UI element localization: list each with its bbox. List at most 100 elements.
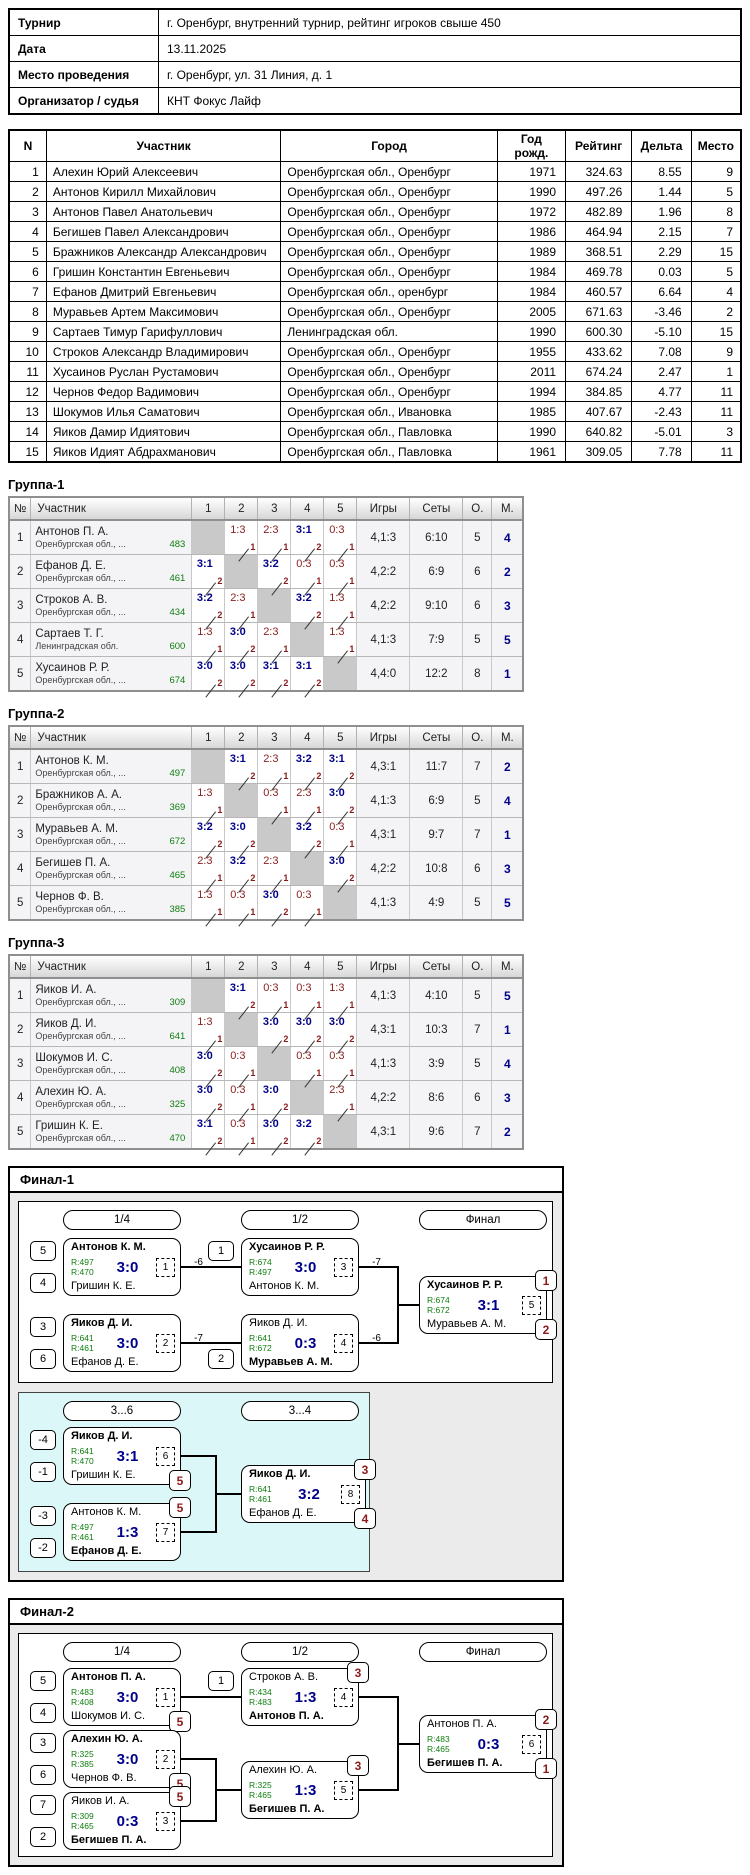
- match-points: 2: [250, 873, 256, 883]
- group-header-cell: 3: [257, 725, 292, 750]
- match-box-4: Строков А. В. R:434 R:483 1:3 4 Антонов П. А.…: [208, 1662, 369, 1726]
- self-cell: [323, 885, 358, 921]
- seed-box: 4: [30, 1703, 56, 1723]
- sets-cell: 6:10: [409, 519, 464, 555]
- sets-cell: 10:8: [409, 851, 464, 886]
- player-name-bottom: Гришин К. Е.: [71, 1280, 136, 1292]
- result-cell: 1:3 1: [323, 622, 358, 664]
- player-cell: 1990: [496, 321, 567, 342]
- result-cell: 3:1 2: [290, 656, 325, 698]
- participant-rating: 672: [169, 836, 186, 847]
- player-cell: 1984: [496, 261, 567, 282]
- player-cell: 1990: [496, 181, 567, 202]
- ratings-column: R:641 R:672: [249, 1333, 277, 1353]
- player-cell: Шокумов Илья Саматович: [45, 401, 282, 422]
- match-points: 1: [217, 805, 223, 815]
- result-cell-content: 3:0 2: [258, 887, 290, 927]
- participant-name: Яиков И. А.: [35, 984, 97, 996]
- result-cell: 3:0 2: [257, 1080, 292, 1122]
- games-cell: 4,2:2: [356, 851, 411, 886]
- match-middle-row: R:325 R:465 1:3 5: [249, 1777, 353, 1803]
- player-row: 8 Муравьев Артем Максимович Оренбургская о…: [8, 301, 742, 322]
- ratings-column: R:434 R:483: [249, 1687, 277, 1707]
- players-header-cell: Год рожд.: [496, 129, 567, 162]
- player-cell: 6: [8, 261, 47, 282]
- match-box-2: Алехин Ю. А. R:325 R:385 3:0 2 Чернов Ф. В. 3 6…: [30, 1730, 191, 1794]
- player-cell: Оренбургская обл., Оренбург: [280, 261, 498, 282]
- result-cell: 2:3 1: [257, 748, 292, 791]
- result-cell-content: 0:3 1: [225, 1048, 257, 1088]
- participant-subline: Оренбургская обл., ... 461: [35, 573, 187, 584]
- player-cell: 3: [8, 201, 47, 222]
- slash-divider: [238, 913, 250, 927]
- group-header-cell: 1: [191, 954, 226, 979]
- match-points: 2: [283, 1102, 289, 1112]
- player-cell: 2.29: [631, 241, 692, 262]
- match-points: 2: [250, 644, 256, 654]
- player-name-top: Антонов П. А.: [71, 1671, 146, 1683]
- match-box-3: Хусаинов Р. Р. R:674 R:497 3:0 3 Антонов К. М…: [208, 1238, 381, 1296]
- match-score: 3:0: [229, 821, 246, 833]
- match-score: 0:3: [263, 982, 279, 994]
- player-cell: Ефанов Дмитрий Евгеньевич: [45, 281, 282, 302]
- match-number-box: 4: [334, 1333, 353, 1353]
- match-points: 2: [316, 610, 322, 620]
- player-row: 4 Бегишев Павел Александрович Оренбургская…: [8, 221, 742, 242]
- player-name-bottom: Антонов К. М.: [249, 1280, 320, 1292]
- participant-rating: 470: [169, 1133, 186, 1144]
- seed-box: -3: [30, 1506, 56, 1526]
- player-name-bottom: Бегишев П. А.: [71, 1834, 147, 1846]
- match-number-box: 7: [156, 1522, 175, 1542]
- participant-region: Оренбургская обл., ...: [35, 768, 126, 778]
- match-middle-row: R:674 R:497 3:0 3: [249, 1254, 353, 1280]
- info-value: г. Оренбург, ул. 31 Линия, д. 1: [158, 61, 742, 88]
- sets-cell: 11:7: [409, 748, 464, 784]
- group-row: 4 Сартаев Т. Г. Ленинградская обл. 600 1:3 1 3…: [8, 622, 524, 664]
- player-cell: 7: [8, 281, 47, 302]
- result-cell: 3:2 2: [191, 588, 226, 630]
- result-cell-content: 1:3 1: [192, 887, 224, 927]
- player-cell: 15: [690, 321, 742, 342]
- match-number-box: 1: [156, 1687, 175, 1707]
- player-cell: 482.89: [565, 201, 633, 222]
- place-cell: 1: [491, 656, 524, 692]
- result-cell-content: 3:1 2: [225, 751, 257, 791]
- result-cell-content: 3:0 2: [324, 785, 356, 825]
- result-cell-content: 1:3 1: [225, 522, 257, 562]
- result-cell: 1:3 1: [323, 977, 358, 1020]
- match-number-box: 8: [341, 1484, 360, 1504]
- participant-region: Оренбургская обл., ...: [35, 1031, 126, 1041]
- group-header-cell: Сеты: [409, 725, 464, 750]
- games-cell: 4,1:3: [356, 783, 411, 818]
- self-cell: [290, 851, 325, 886]
- match-points: 1: [217, 873, 223, 883]
- result-cell: 0:3 1: [257, 977, 292, 1020]
- place-badge: 3: [354, 1459, 376, 1480]
- participant-region: Оренбургская обл., ...: [35, 539, 126, 549]
- match-points: 1: [316, 1000, 322, 1010]
- points-cell: 6: [462, 851, 493, 886]
- player-cell: 9: [690, 341, 742, 362]
- player-cell: 11: [690, 381, 742, 402]
- match-points: 1: [250, 907, 256, 917]
- result-cell-content: 3:1 2: [258, 658, 290, 698]
- result-cell: 3:0 2: [323, 783, 358, 825]
- games-cell: 4,2:2: [356, 1080, 411, 1115]
- sets-cell: 8:6: [409, 1080, 464, 1115]
- result-cell: 3:0 2: [323, 1012, 358, 1054]
- player-cell: 4: [8, 221, 47, 242]
- player-name-top: Яиков Д. И.: [71, 1317, 133, 1329]
- match-score: 3:2: [196, 821, 213, 833]
- match-score: 3:1: [262, 660, 279, 672]
- participant-subline: Оренбургская обл., ... 672: [35, 836, 187, 847]
- ratings-column: R:483 R:408: [71, 1687, 99, 1707]
- match-score: 0:3: [230, 889, 246, 901]
- player-row: 3 Антонов Павел Анатольевич Оренбургская о…: [8, 201, 742, 222]
- player-cell: 4.77: [631, 381, 692, 402]
- final-title: Финал-1: [10, 1168, 562, 1193]
- points-cell: 7: [462, 1012, 493, 1047]
- place-badge: 5: [169, 1470, 191, 1491]
- participant-region: Оренбургская обл., ...: [35, 997, 126, 1007]
- player-cell: 469.78: [565, 261, 633, 282]
- rating-bottom: R:461: [249, 1494, 272, 1504]
